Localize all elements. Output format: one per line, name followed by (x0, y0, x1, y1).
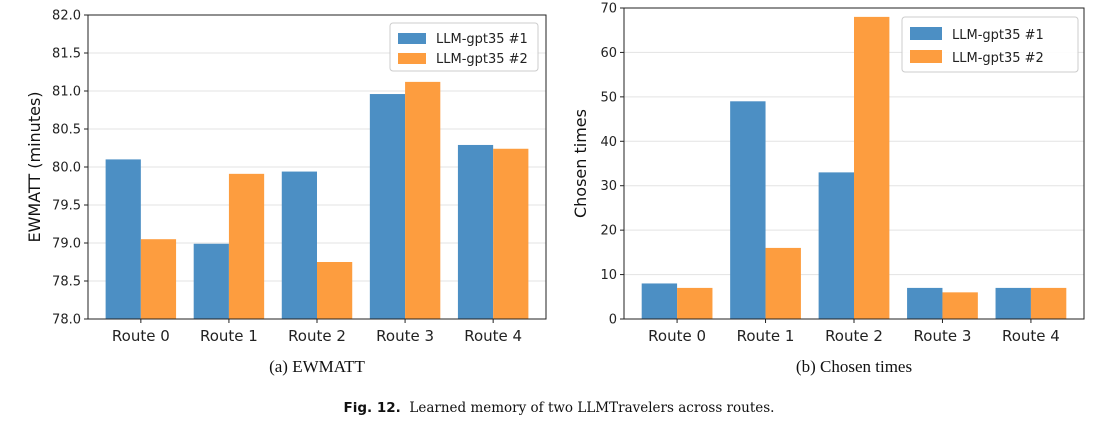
bar-2-0 (677, 287, 713, 319)
x-tick-label: Route 4 (1002, 327, 1060, 345)
y-tick-label: 82.0 (52, 9, 81, 24)
y-tick-label: 81.5 (52, 47, 81, 62)
y-axis-label: Chosen times (571, 109, 590, 218)
caption-label: Fig. 12. (343, 400, 401, 416)
y-tick-label: 30 (600, 179, 617, 194)
bar-2-1 (765, 247, 801, 319)
bar-2-4 (493, 148, 529, 319)
axes-frame (623, 7, 1085, 320)
bar-2-3 (942, 292, 978, 319)
axes-frame (87, 14, 547, 320)
subfigure-caption: (a) EWMATT (269, 357, 365, 376)
y-tick-label: 79.5 (52, 199, 81, 214)
legend-label-1: LLM-gpt35 #1 (436, 32, 528, 47)
bar-2-2 (854, 16, 890, 320)
chart-panel-1: 0 10 20 30 40 50 60 70 Route 0 Route 1 Route 2 Rout… (571, 2, 1085, 376)
y-tick-label: 78.0 (52, 313, 81, 328)
x-tick-label: Route 2 (825, 327, 883, 345)
legend-label-1: LLM-gpt35 #1 (952, 28, 1044, 43)
y-tick-label: 78.5 (52, 275, 81, 290)
legend-swatch-1 (910, 27, 942, 40)
y-tick-label: 81.0 (52, 85, 81, 100)
bar-1-4 (457, 144, 494, 319)
legend-swatch-1 (398, 33, 426, 44)
bar-1-3 (369, 94, 406, 319)
x-tick-label: Route 0 (648, 327, 706, 345)
y-tick-label: 50 (600, 90, 617, 105)
legend-label-2: LLM-gpt35 #2 (436, 52, 528, 67)
bar-1-2 (818, 172, 854, 319)
chart-panel-0: 78.0 78.5 79.0 79.5 80.0 80.5 81.0 81.5 82.0 Rout… (25, 9, 547, 376)
x-tick-label: Route 3 (914, 327, 972, 345)
y-tick-label: 10 (600, 268, 617, 283)
y-tick-label: 80.0 (52, 161, 81, 176)
legend-box (389, 22, 539, 72)
y-tick-label: 0 (609, 313, 617, 328)
bar-2-3 (405, 81, 441, 319)
bar-1-1 (730, 101, 766, 319)
caption-text: Learned memory of two LLMTravelers acros… (409, 400, 775, 416)
bar-1-1 (193, 243, 229, 319)
bar-2-0 (140, 239, 177, 319)
legend-label-2: LLM-gpt35 #2 (952, 51, 1044, 66)
bar-1-0 (105, 159, 141, 319)
legend-swatch-2 (910, 50, 942, 63)
x-tick-label: Route 1 (200, 327, 258, 345)
bar-1-3 (907, 287, 943, 319)
bar-2-1 (228, 173, 265, 319)
legend-box (901, 16, 1079, 73)
bar-1-4 (995, 287, 1031, 319)
y-tick-label: 20 (600, 224, 617, 239)
x-tick-label: Route 4 (464, 327, 522, 345)
figure: 78.0 78.5 79.0 79.5 80.0 80.5 81.0 81.5 82.0 Rout… (25, 2, 1085, 376)
x-tick-label: Route 0 (112, 327, 170, 345)
bar-1-0 (641, 283, 678, 319)
legend-swatch-2 (398, 53, 426, 64)
y-tick-label: 80.5 (52, 123, 81, 138)
bar-2-4 (1030, 287, 1067, 319)
bar-2-2 (317, 262, 353, 319)
y-tick-label: 40 (600, 135, 617, 150)
y-tick-label: 79.0 (52, 237, 81, 252)
bar-1-2 (281, 171, 317, 319)
y-tick-label: 60 (600, 46, 617, 61)
subfigure-caption: (b) Chosen times (796, 357, 912, 376)
y-axis-label: EWMATT (minutes) (25, 91, 44, 242)
figure-caption: Fig. 12. Learned memory of two LLMTravel… (0, 400, 1118, 416)
x-tick-label: Route 3 (376, 327, 434, 345)
x-tick-label: Route 2 (288, 327, 346, 345)
y-tick-label: 70 (600, 2, 617, 17)
x-tick-label: Route 1 (737, 327, 795, 345)
